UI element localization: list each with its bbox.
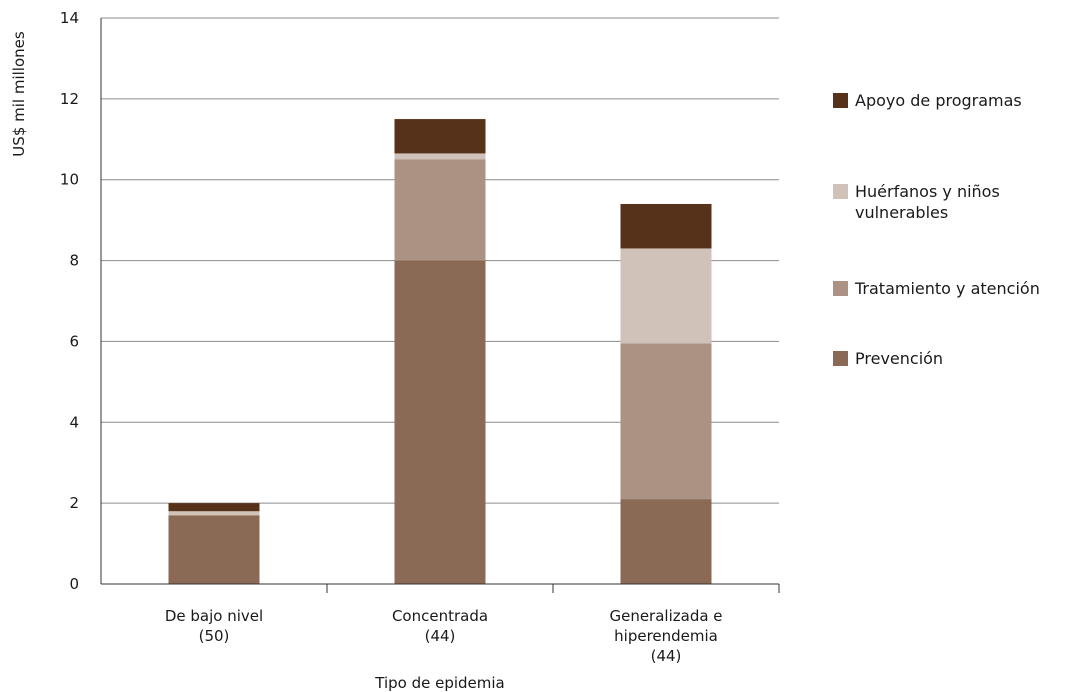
legend-item: Prevención: [833, 348, 943, 369]
x-category-label-line: (50): [199, 627, 230, 645]
legend-swatch: [833, 281, 848, 296]
x-category-label-line: (44): [651, 647, 682, 665]
y-tick-label: 6: [69, 332, 79, 350]
bar-segment: [394, 153, 486, 160]
bar-segment: [620, 499, 712, 584]
bar-segment: [620, 203, 712, 249]
y-tick-label: 14: [60, 9, 79, 27]
y-tick-label: 2: [69, 494, 79, 512]
x-axis-title: Tipo de epidemia: [374, 674, 505, 692]
bar-segment: [394, 159, 486, 261]
bar-segment: [620, 248, 712, 344]
bar-segment: [168, 511, 260, 516]
y-tick-label: 4: [69, 413, 79, 431]
y-tick-label: 0: [69, 575, 79, 593]
x-category-label-line: Generalizada e: [609, 607, 722, 625]
legend-label: vulnerables: [855, 203, 949, 222]
bar-segment: [168, 503, 260, 512]
y-tick-label: 12: [60, 90, 79, 108]
y-tick-label: 10: [60, 171, 79, 189]
axes: [100, 18, 780, 593]
legend-swatch: [833, 351, 848, 366]
legend-label: Tratamiento y atención: [855, 279, 1040, 298]
x-category-label: De bajo nivel (50): [165, 607, 263, 645]
x-category-label: Concentrada (44): [392, 607, 488, 645]
legend-item: Apoyo de programas: [833, 90, 1022, 111]
legend-item: Tratamiento y atención: [833, 278, 1040, 299]
x-category-labels: De bajo nivel (50)Concentrada (44)Generali…: [165, 607, 723, 665]
y-axis-title: US$ mil millones: [10, 31, 28, 157]
legend-item: Huérfanos y niños vulnerables: [833, 181, 1000, 223]
legend-label: Apoyo de programas: [855, 91, 1022, 110]
x-category-label-line: hiperendemia: [614, 627, 718, 645]
bar-segment: [168, 515, 260, 584]
y-tick-label: 8: [69, 252, 79, 270]
legend-swatch: [833, 184, 848, 199]
bars: [168, 119, 712, 584]
x-category-label-line: Concentrada: [392, 607, 488, 625]
x-category-label: Generalizada e hiperendemia (44): [609, 607, 722, 665]
x-category-label-line: (44): [425, 627, 456, 645]
legend-label: Huérfanos y niños: [855, 182, 1000, 201]
bar-segment: [394, 119, 486, 154]
x-category-label-line: De bajo nivel: [165, 607, 263, 625]
legend-swatch: [833, 93, 848, 108]
y-tick-labels: 0 2 4 6 8 10 12 14: [60, 9, 79, 593]
bar-segment: [394, 260, 486, 584]
legend-label: Prevención: [855, 349, 944, 368]
bar-segment: [620, 343, 712, 500]
